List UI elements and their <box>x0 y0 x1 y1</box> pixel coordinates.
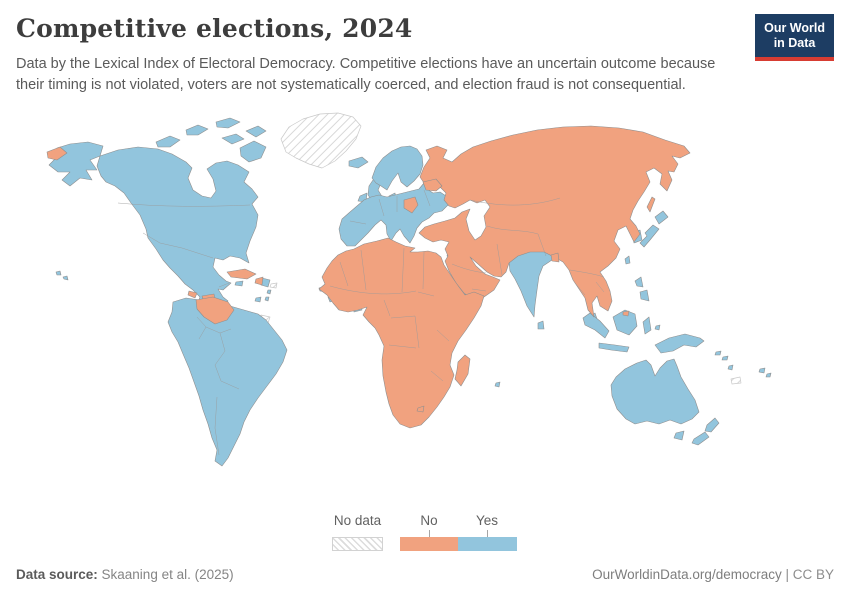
page-subtitle: Data by the Lexical Index of Electoral D… <box>16 56 716 93</box>
legend-swatch-no[interactable] <box>400 537 458 551</box>
region-new-guinea[interactable] <box>654 333 705 354</box>
region-borneo[interactable] <box>612 309 638 336</box>
owid-url-link[interactable]: OurWorldinData.org/democracy <box>592 567 782 582</box>
region-asia-mainland[interactable] <box>418 125 691 318</box>
region-mauritius[interactable] <box>494 381 501 388</box>
region-new-zealand[interactable] <box>691 417 720 446</box>
region-lesotho[interactable] <box>416 405 425 413</box>
region-hungary-serbia[interactable] <box>403 196 419 214</box>
region-jamaica[interactable] <box>234 280 244 287</box>
region-scandinavia[interactable] <box>371 145 424 191</box>
region-north-america[interactable] <box>96 146 259 312</box>
region-hawaii[interactable] <box>55 270 69 281</box>
legend-tick-yes <box>487 530 488 537</box>
region-puerto-rico[interactable] <box>269 282 278 289</box>
legend-label-yes: Yes <box>475 513 499 528</box>
region-australia[interactable] <box>610 358 700 425</box>
region-lesser-antilles[interactable] <box>254 289 272 303</box>
region-iceland[interactable] <box>348 156 369 169</box>
region-japan[interactable] <box>639 210 669 248</box>
legend-label-no-data: No data <box>333 513 382 528</box>
region-taiwan[interactable] <box>624 255 631 265</box>
region-sulawesi[interactable] <box>642 316 661 335</box>
region-tasmania[interactable] <box>673 430 685 441</box>
region-india[interactable] <box>508 248 557 318</box>
owid-logo[interactable]: Our World in Data <box>755 14 834 61</box>
footer-right: OurWorldinData.org/democracy | CC BY <box>592 567 834 582</box>
region-el-salvador[interactable] <box>187 290 198 299</box>
region-belarus[interactable] <box>422 178 443 192</box>
region-sri-lanka[interactable] <box>537 320 545 330</box>
page-title: Competitive elections, 2024 <box>16 14 413 43</box>
region-chukotka[interactable] <box>46 146 68 161</box>
region-greenland[interactable] <box>280 112 362 169</box>
region-south-america[interactable] <box>167 297 288 467</box>
legend-label-no: No <box>420 513 438 528</box>
region-philippines[interactable] <box>634 276 650 302</box>
region-sakhalin[interactable] <box>646 196 656 213</box>
data-source-note: Data source: Skaaning et al. (2025) <box>16 567 234 582</box>
region-cuba[interactable] <box>226 268 257 280</box>
legend-tick-no <box>429 530 430 537</box>
data-source-label: Data source: <box>16 567 98 582</box>
region-pacific-islands[interactable] <box>714 350 772 378</box>
footer-divider: | <box>781 567 793 582</box>
region-java[interactable] <box>598 342 630 353</box>
region-brunei[interactable] <box>622 310 630 317</box>
region-new-caledonia[interactable] <box>730 376 742 385</box>
region-venezuela[interactable] <box>195 296 235 325</box>
region-europe[interactable] <box>338 182 449 247</box>
map-legend: No data No Yes <box>0 513 850 555</box>
owid-logo-line2: in Data <box>773 36 816 50</box>
legend-swatch-no-data[interactable] <box>332 537 383 551</box>
owid-logo-line1: Our World <box>764 21 825 35</box>
region-madagascar[interactable] <box>454 354 471 387</box>
legend-swatch-yes[interactable] <box>458 537 517 551</box>
chart-footer: Data source: Skaaning et al. (2025) OurW… <box>16 567 834 582</box>
license-label: CC BY <box>792 567 834 582</box>
data-source-value: Skaaning et al. (2025) <box>97 567 234 582</box>
region-haiti[interactable] <box>254 276 264 286</box>
region-arctic-islands[interactable] <box>155 117 267 163</box>
region-bangladesh[interactable] <box>550 252 560 263</box>
country-borders <box>117 189 605 456</box>
